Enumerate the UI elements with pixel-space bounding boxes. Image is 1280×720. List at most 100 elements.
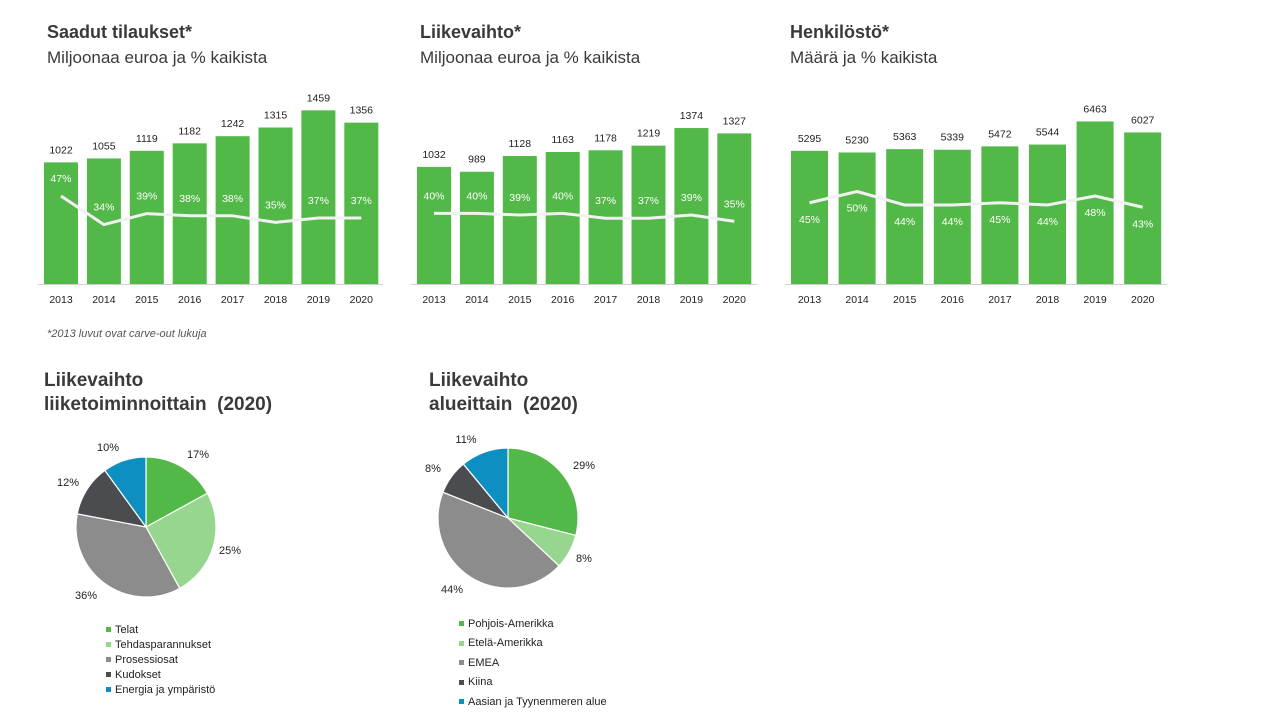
chart1-title: Saadut tilaukset*	[47, 22, 193, 42]
legend-item: Telat	[106, 622, 215, 637]
x-tick-label: 2020	[350, 294, 374, 306]
bar-value-label: 5363	[893, 131, 917, 143]
bar	[215, 136, 250, 284]
bar-value-label: 5339	[941, 132, 965, 144]
x-tick-label: 2013	[422, 294, 446, 306]
x-tick-label: 2016	[178, 294, 202, 306]
x-tick-label: 2019	[307, 294, 331, 306]
bar	[838, 152, 876, 284]
legend-swatch	[459, 640, 464, 646]
bar-value-label: 6463	[1083, 103, 1107, 115]
pie-slice	[462, 447, 509, 520]
percentage-label: 40%	[552, 190, 573, 202]
bar-value-label: 1119	[136, 133, 158, 145]
bar	[933, 149, 971, 284]
bar	[981, 146, 1019, 284]
bar	[1124, 132, 1162, 284]
legend-item: Etelä-Amerikka	[459, 634, 607, 654]
pie-value-label: 17%	[187, 449, 209, 461]
x-tick-label: 2017	[988, 294, 1012, 306]
legend-item: Tehdasparannukset	[106, 637, 215, 652]
x-tick-label: 2016	[941, 294, 965, 306]
bar	[717, 133, 752, 284]
percentage-label: 37%	[595, 195, 616, 207]
x-tick-label: 2013	[798, 294, 822, 306]
bar-value-label: 1327	[723, 115, 747, 127]
pie-slice	[507, 447, 579, 537]
pie1-title-line2: liiketoiminnoittain (2020)	[44, 394, 273, 415]
legend-label: Tehdasparannukset	[115, 638, 212, 651]
bar	[417, 166, 451, 284]
pie2-legend: Pohjois-Amerikka Etelä-Amerikka EMEA Kiina A…	[459, 614, 607, 712]
percentage-label: 47%	[50, 173, 71, 185]
percentage-label: 39%	[681, 192, 702, 204]
percentage-label: 39%	[509, 192, 530, 204]
pie-value-label: 29%	[573, 460, 595, 472]
x-tick-label: 2016	[551, 294, 575, 306]
chart2-title: Liikevaihto*	[420, 22, 522, 42]
legend-swatch	[459, 660, 464, 666]
x-tick-label: 2015	[508, 294, 532, 306]
bar	[674, 128, 709, 284]
bar-value-label: 1219	[637, 128, 661, 140]
percentage-label: 44%	[1037, 216, 1058, 228]
bar-value-label: 1182	[178, 125, 201, 137]
percentage-label: 38%	[179, 193, 200, 205]
bar	[791, 150, 828, 284]
legend-item: Aasian ja Tyynenmeren alue	[459, 692, 607, 712]
bar-value-label: 1459	[307, 92, 331, 104]
bar-value-label: 1022	[49, 144, 73, 156]
pie-value-label: 11%	[455, 434, 476, 446]
percentage-label: 44%	[942, 216, 963, 228]
percentage-label: 45%	[799, 214, 820, 226]
bar	[545, 151, 580, 284]
legend-label: EMEA	[468, 656, 500, 669]
pie-slice	[75, 513, 181, 598]
legend-swatch	[106, 687, 111, 692]
legend-label: Etelä-Amerikka	[468, 637, 543, 650]
percentage-label: 50%	[847, 203, 868, 215]
legend-swatch	[106, 672, 111, 677]
percentage-label: 44%	[894, 216, 915, 228]
percentage-label: 37%	[638, 195, 659, 207]
pie-value-label: 25%	[219, 545, 241, 557]
pie-value-label: 12%	[57, 477, 79, 489]
bar-value-label: 5544	[1036, 127, 1060, 139]
bar	[886, 149, 924, 284]
x-tick-label: 2017	[221, 294, 245, 306]
chart2-subtitle: Miljoonaa euroa ja % kaikista	[420, 48, 641, 67]
bar-value-label: 5472	[988, 128, 1012, 140]
legend-swatch	[459, 699, 464, 705]
legend-swatch	[459, 679, 464, 685]
legend-label: Kudokset	[115, 668, 161, 681]
bar-value-label: 1055	[92, 140, 116, 152]
percentage-line	[809, 190, 1144, 209]
bar-value-label: 1032	[422, 149, 446, 161]
x-tick-label: 2014	[92, 294, 116, 306]
x-tick-label: 2013	[49, 294, 73, 306]
legend-swatch	[459, 621, 464, 627]
x-tick-label: 2018	[637, 294, 661, 306]
bar-value-label: 5295	[798, 133, 822, 145]
x-tick-label: 2015	[135, 294, 159, 306]
percentage-label: 35%	[265, 199, 286, 211]
chart3-subtitle: Määrä ja % kaikista	[790, 48, 938, 67]
legend-item: Kudokset	[106, 667, 215, 682]
percentage-label: 38%	[222, 193, 243, 205]
legend-item: Energia ja ympäristö	[106, 682, 215, 697]
bar-value-label: 1163	[551, 134, 574, 146]
percentage-label: 48%	[1085, 207, 1106, 219]
bar	[344, 122, 379, 284]
bar-value-label: 1356	[350, 105, 374, 117]
bar-value-label: 1315	[264, 110, 288, 122]
percentage-label: 37%	[351, 195, 372, 207]
bar	[1029, 144, 1066, 284]
footnote: *2013 luvut ovat carve-out lukuja	[47, 328, 207, 340]
bar	[172, 143, 207, 284]
legend-label: Telat	[115, 623, 139, 636]
bar	[258, 127, 293, 284]
